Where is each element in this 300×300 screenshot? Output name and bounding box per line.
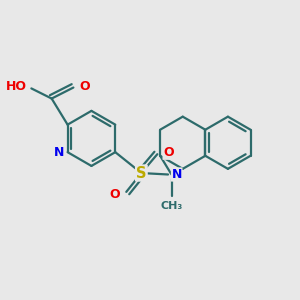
Text: N: N bbox=[172, 168, 182, 181]
Text: O: O bbox=[80, 80, 90, 93]
Text: O: O bbox=[110, 188, 121, 201]
Text: HO: HO bbox=[6, 80, 27, 94]
Text: N: N bbox=[54, 146, 65, 159]
Text: CH₃: CH₃ bbox=[160, 201, 183, 211]
Text: O: O bbox=[163, 146, 174, 159]
Text: S: S bbox=[136, 166, 147, 181]
